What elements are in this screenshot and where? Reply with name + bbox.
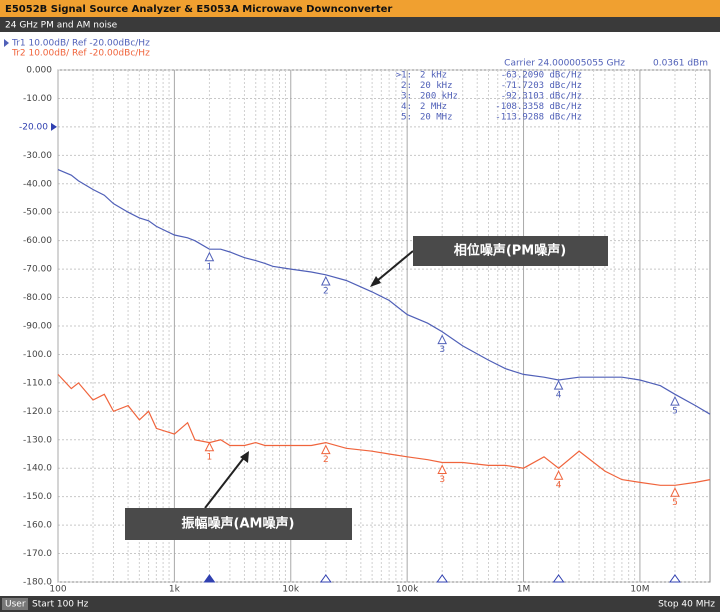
marker-label: 2 — [323, 455, 329, 465]
marker — [204, 251, 215, 262]
status-bar — [0, 596, 720, 612]
plot: 0.000 -10.00 -20.00 -30.00 -40.00 -50.00 -60.0… — [4, 39, 711, 595]
marker-table-cell: 200 kHz — [420, 92, 458, 102]
marker-table-cell: -71.7203 dBc/Hz — [501, 81, 582, 91]
marker-label: 3 — [439, 475, 445, 485]
active-trace — [4, 39, 9, 47]
arrow — [371, 250, 414, 286]
y-tick-label: -90.00 — [23, 322, 52, 332]
marker — [437, 334, 448, 345]
x-tick-label: 10k — [282, 585, 299, 595]
y-tick-label: -100.0 — [23, 350, 52, 360]
marker-table-cell: 20 kHz — [420, 81, 453, 91]
title-bar — [0, 0, 720, 17]
annotation: 相位噪声(PM噪声) — [454, 243, 566, 259]
reference-marker — [51, 122, 57, 131]
x-tick-label: 100k — [396, 585, 419, 595]
mode-box — [2, 598, 28, 610]
stimulus-marker — [319, 574, 332, 583]
stimulus-marker — [203, 574, 216, 583]
marker-table-cell: 4: — [401, 102, 412, 112]
window-title: E5052B Signal Source Analyzer & E5053A M… — [5, 4, 392, 15]
marker-table-cell: -113.9288 dBc/Hz — [495, 113, 582, 123]
marker-label: 5 — [672, 407, 678, 417]
y-tick-label: -170.0 — [23, 549, 52, 559]
marker — [553, 380, 564, 390]
marker-label: 2 — [323, 287, 329, 297]
y-tick-label: -140.0 — [23, 464, 52, 474]
x-tick-label: 10M — [630, 585, 649, 595]
stimulus-marker — [668, 574, 681, 583]
y-tick-label: -50.00 — [23, 208, 52, 218]
stop-freq: Stop 40 MHz — [658, 600, 715, 610]
marker-label: 4 — [556, 481, 562, 491]
marker-table-cell: 2 kHz — [420, 71, 447, 81]
marker-table-cell: 20 MHz — [420, 113, 453, 123]
arrow — [204, 454, 247, 509]
marker — [320, 444, 331, 455]
trace — [57, 373, 711, 486]
arrow-head — [240, 451, 249, 463]
y-tick-label: -70.00 — [23, 265, 52, 275]
marker-label: 3 — [439, 345, 445, 355]
arrow-head — [370, 276, 381, 287]
y-tick-label: -130.0 — [23, 435, 52, 445]
marker — [437, 464, 448, 475]
mode: User — [5, 600, 26, 610]
annotation-box — [125, 508, 352, 540]
marker — [204, 441, 215, 452]
legend-entry: Tr2 10.00dB/ Ref -20.00dBc/Hz — [11, 49, 150, 59]
marker-table-cell: 3: — [401, 92, 412, 102]
marker-table-cell: -63.2090 dBc/Hz — [501, 71, 582, 81]
annotation: 振幅噪声(AM噪声) — [182, 516, 295, 532]
marker — [670, 395, 680, 406]
power: 0.0361 dBm — [653, 59, 708, 69]
marker-label: 5 — [672, 498, 678, 508]
marker — [320, 275, 331, 286]
annotations: 相位噪声(PM噪声) 振幅噪声(AM噪声) — [125, 236, 608, 540]
y-tick-label: -40.00 — [23, 179, 52, 189]
marker-table-cell: -92.3103 dBc/Hz — [501, 92, 582, 102]
marker-label: 1 — [207, 452, 213, 462]
y-tick-label: -10.00 — [23, 94, 52, 104]
marker-table-cell: >1: — [396, 71, 412, 81]
annotation-box — [413, 236, 608, 266]
marker-table-cell: 2: — [401, 81, 412, 91]
measurement-title: 24 GHz PM and AM noise — [5, 21, 118, 31]
marker-table-cell: 5: — [401, 113, 412, 123]
marker-label: 1 — [207, 262, 213, 272]
y-tick-label: 0.000 — [26, 66, 52, 76]
subtitle-bar — [0, 17, 720, 32]
legend-entry: Tr1 10.00dB/ Ref -20.00dBc/Hz — [11, 39, 150, 49]
start-freq: Start 100 Hz — [32, 600, 89, 610]
stimulus-marker — [436, 574, 449, 583]
stimulus-marker — [552, 574, 565, 583]
y-tick-label: -180.0 — [23, 578, 52, 588]
marker — [670, 487, 680, 497]
marker — [553, 470, 564, 480]
x-tick-label: 100 — [49, 585, 66, 595]
y-tick-label: -20.00 — [19, 122, 48, 132]
carrier: Carrier 24.000005055 GHz — [504, 59, 625, 69]
y-tick-label: -160.0 — [23, 521, 52, 531]
marker-table-cell: 2 MHz — [420, 102, 447, 112]
y-tick-label: -80.00 — [23, 293, 52, 303]
y-tick-label: -110.0 — [23, 378, 52, 388]
y-tick-label: -60.00 — [23, 236, 52, 246]
marker-label: 4 — [556, 391, 562, 401]
x-tick-label: 1k — [169, 585, 181, 595]
x-tick-label: 1M — [517, 585, 531, 595]
y-tick-label: -30.00 — [23, 151, 52, 161]
trace — [57, 169, 711, 415]
y-tick-label: -120.0 — [23, 407, 52, 417]
marker-table-cell: -108.3358 dBc/Hz — [495, 102, 582, 112]
y-tick-label: -150.0 — [23, 492, 52, 502]
